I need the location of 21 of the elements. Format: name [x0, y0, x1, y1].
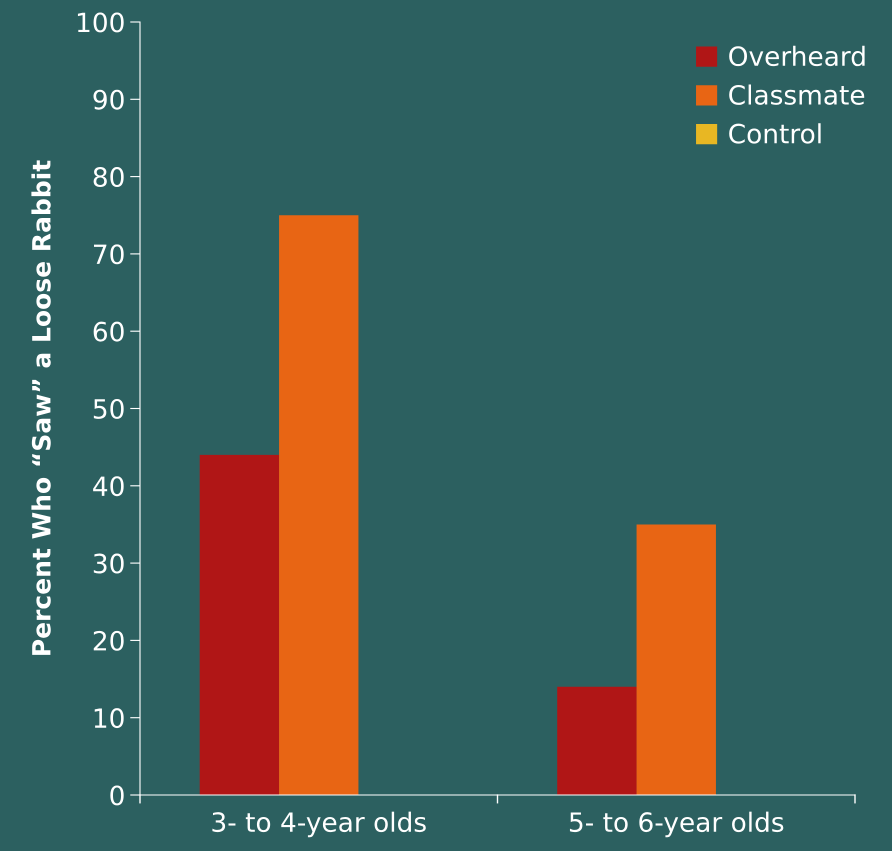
legend-label: Control	[729, 123, 821, 144]
bar	[557, 686, 637, 795]
legend-label: Classmate	[729, 84, 864, 105]
y-tick-label: 60	[94, 322, 124, 342]
bar	[200, 454, 280, 795]
y-tick-label: 0	[110, 785, 124, 806]
y-tick-label: 20	[94, 630, 124, 651]
y-tick-label: 80	[94, 167, 124, 187]
y-tick-label: 10	[94, 708, 124, 728]
bar	[636, 524, 716, 795]
x-tick-label: 5- to 6-year olds	[570, 812, 784, 838]
bar	[279, 215, 358, 795]
legend-label: Overheard	[729, 46, 865, 66]
y-tick-label: 90	[94, 90, 124, 110]
x-tick-label: 3- to 4-year olds	[212, 812, 426, 838]
y-axis-title: Percent Who “Saw” a Loose Rabbit	[31, 160, 51, 655]
y-tick-label: 30	[94, 554, 124, 574]
y-tick-label: 50	[94, 398, 124, 419]
y-tick-label: 100	[78, 12, 124, 32]
y-tick-label: 40	[93, 476, 124, 496]
y-tick-label: 70	[94, 244, 124, 264]
